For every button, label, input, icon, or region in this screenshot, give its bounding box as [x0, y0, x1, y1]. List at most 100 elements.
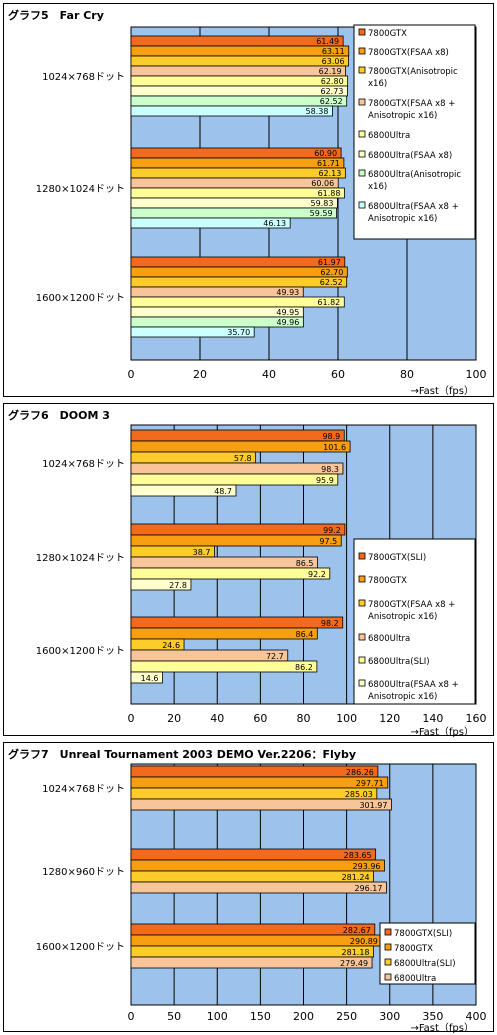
x-tick-label: 160 [466, 712, 487, 725]
bar [130, 934, 383, 947]
bar [130, 473, 339, 486]
bar [130, 848, 377, 861]
chart-unreal-tournament-svg: グラフ7 Unreal Tournament 2003 DEMO Ver.220… [8, 747, 487, 1034]
data-label: 281.18 [342, 948, 370, 957]
data-label: 61.97 [318, 258, 341, 267]
data-label: 62.70 [320, 268, 343, 277]
legend-label: 7800GTX [368, 576, 407, 586]
legend-swatch [384, 973, 392, 981]
bar [130, 484, 237, 497]
legend-swatch [358, 599, 366, 607]
chart-doom3: グラフ6 DOOM 3 0 20 40 60 80 100 120 140 160 →Fast（fp… [3, 403, 494, 738]
bar [130, 440, 351, 453]
legend-label: 6800Ultra(FSAA x8 + [368, 680, 459, 690]
data-label: 61.71 [317, 159, 340, 168]
data-label: 86.5 [296, 559, 314, 568]
data-label: 296.17 [354, 884, 382, 893]
bar [130, 85, 348, 97]
data-label: 293.96 [353, 862, 381, 871]
category-label: 1024×768ドット [42, 784, 125, 795]
x-tick-label: 80 [400, 368, 414, 381]
data-label: 49.96 [276, 318, 299, 327]
data-label: 286.26 [346, 768, 374, 777]
data-label: 98.2 [321, 619, 339, 628]
legend-label: 7800GTX(Anisotropic [368, 67, 458, 77]
x-axis-unit-label: →Fast（fps） [410, 385, 474, 397]
x-tick-label: 100 [207, 1010, 228, 1023]
bar [130, 147, 342, 159]
legend-swatch [384, 928, 392, 936]
x-tick-label: 40 [262, 368, 276, 381]
bar [130, 429, 345, 442]
legend-label: Anisotropic x16) [368, 612, 437, 622]
bar [130, 649, 289, 662]
x-tick-label: 100 [336, 712, 357, 725]
x-tick-label: 80 [297, 712, 311, 725]
data-label: 61.82 [317, 298, 340, 307]
data-label: 62.52 [320, 278, 343, 287]
data-label: 279.49 [340, 959, 368, 968]
data-label: 24.6 [162, 641, 180, 650]
legend-label: 6800Ultra [368, 131, 410, 141]
x-tick-label: 0 [128, 368, 135, 381]
legend-swatch [358, 552, 366, 560]
bar [130, 578, 192, 591]
bar [130, 534, 342, 547]
bar [130, 616, 344, 629]
x-tick-label: 50 [167, 1010, 181, 1023]
legend-swatch [358, 130, 366, 138]
bar [130, 671, 163, 684]
data-label: 62.19 [319, 67, 342, 76]
x-tick-label: 40 [210, 712, 224, 725]
data-label: 57.8 [234, 454, 252, 463]
legend-label: 7800GTX(SLI) [394, 929, 452, 939]
bar [130, 787, 378, 800]
legend-box [353, 24, 476, 240]
legend-swatch [384, 958, 392, 966]
bar [130, 177, 339, 189]
data-label: 297.71 [356, 779, 384, 788]
data-label: 49.95 [276, 308, 299, 317]
x-tick-label: 150 [250, 1010, 271, 1023]
x-axis-unit-label: →Fast（fps） [410, 726, 474, 738]
x-tick-label: 250 [336, 1010, 357, 1023]
data-label: 63.06 [322, 57, 345, 66]
bar [130, 776, 389, 789]
legend-swatch [358, 66, 366, 74]
bar [130, 157, 345, 169]
x-tick-label: 350 [422, 1010, 443, 1023]
legend-label: x16) [368, 182, 387, 192]
data-label: 72.7 [266, 652, 284, 661]
category-label: 1600×1200ドット [36, 646, 125, 657]
legend-box [379, 922, 476, 985]
bar [130, 207, 337, 219]
legend-label: 6800Ultra(SLI) [368, 657, 430, 667]
data-label: 38.7 [193, 548, 211, 557]
data-label: 59.83 [311, 199, 334, 208]
data-label: 86.4 [295, 630, 313, 639]
data-label: 95.9 [316, 476, 334, 485]
bar [130, 276, 348, 288]
data-label: 290.89 [350, 937, 378, 946]
data-label: 101.6 [323, 443, 346, 452]
legend-label: 6800Ultra(FSAA x8 + [368, 202, 459, 212]
bar [130, 945, 374, 958]
bar [130, 859, 385, 872]
data-label: 35.70 [227, 328, 250, 337]
legend-swatch [358, 98, 366, 106]
legend-label: Anisotropic x16) [368, 111, 437, 121]
x-tick-label: 0 [128, 1010, 135, 1023]
bar [130, 75, 349, 87]
chart-doom3-svg: グラフ6 DOOM 3 0 20 40 60 80 100 120 140 160→Fast（fp… [8, 408, 487, 738]
data-label: 92.2 [308, 570, 326, 579]
x-axis-unit-label: →Fast（fps） [410, 1022, 474, 1034]
legend-label: Anisotropic x16) [368, 692, 437, 702]
legend-label: 7800GTX(FSAA x8) [368, 48, 449, 58]
data-label: 60.90 [314, 149, 337, 158]
bar [130, 462, 344, 475]
bar [130, 45, 350, 57]
data-label: 46.13 [263, 219, 286, 228]
legend-swatch [358, 656, 366, 664]
bar [130, 870, 374, 883]
data-label: 282.67 [343, 926, 371, 935]
